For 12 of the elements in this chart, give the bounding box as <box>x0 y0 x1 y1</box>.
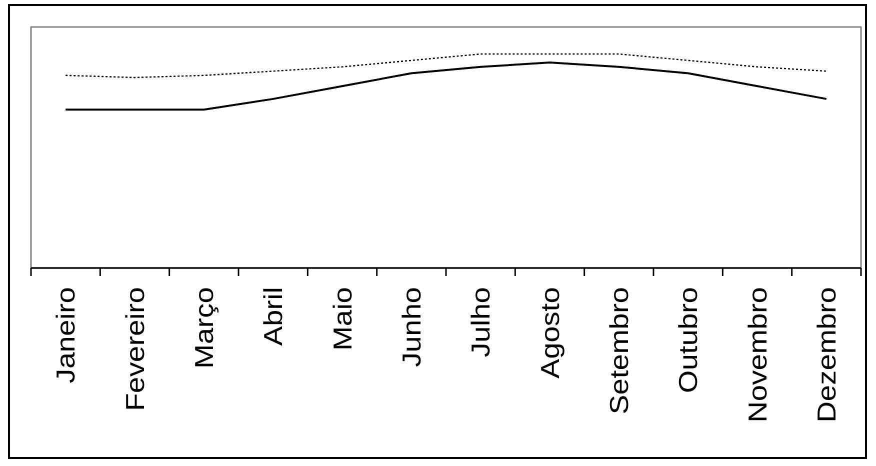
x-tick-label: Março <box>189 287 219 369</box>
x-tick-label: Setembro <box>604 287 634 414</box>
x-tick-label: Fevereiro <box>120 287 150 412</box>
x-tick-label: Junho <box>396 287 426 368</box>
x-tick-label: Dezembro <box>812 287 842 422</box>
x-tick-label: Abril <box>258 287 288 346</box>
x-tick-label: Outubro <box>674 287 703 394</box>
x-tick-label: Janeiro <box>51 287 80 384</box>
x-tick-label: Agosto <box>535 287 564 378</box>
x-tick-label: Maio <box>328 287 357 351</box>
x-tick-label: Julho <box>466 287 496 358</box>
x-tick-label: Novembro <box>742 287 772 422</box>
